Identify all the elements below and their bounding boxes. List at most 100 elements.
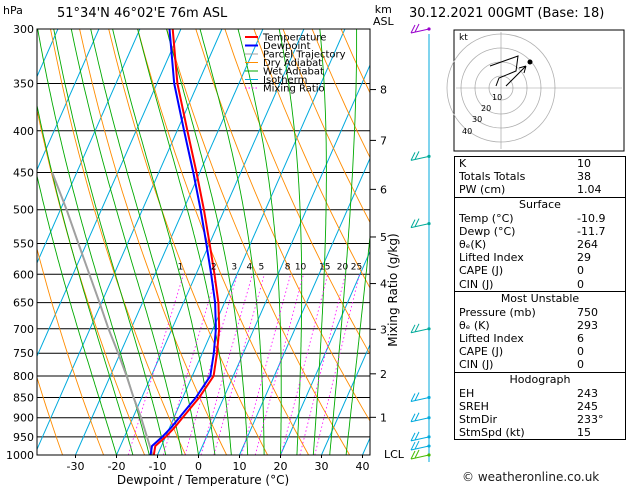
isotherm-line [280, 250, 370, 455]
pressure-tick-label: 350 [13, 78, 34, 91]
indices-table: K 10 Totals Totals 38 PW (cm) 1.04 Surface Te… [454, 156, 626, 441]
temp-tick-label: 10 [233, 460, 247, 473]
most-unstable-key: Pressure (mb) [459, 305, 536, 319]
surface-value: -10.9 [577, 211, 606, 225]
pressure-tick-label: 950 [13, 431, 34, 444]
wet-adiabat-line [166, 29, 249, 455]
wind-barb-shaft [410, 328, 430, 334]
hodograph-title: Hodograph [509, 372, 571, 386]
hodograph-index-row: StmSpd (kt) 15 [455, 426, 625, 439]
datetime-title: 30.12.2021 00GMT (Base: 18) [409, 6, 605, 21]
dry-adiabat-line [195, 29, 370, 422]
wind-barb-feather [410, 24, 416, 34]
dry-adiabat-line [253, 29, 370, 289]
legend-label: Dewpoint [263, 41, 311, 52]
mixing-ratio-label: 2 [211, 262, 217, 272]
profile-lines [51, 29, 221, 455]
mixing-ratio-label: 10 [295, 262, 307, 272]
storm-motion-arrow [505, 65, 527, 87]
most-unstable-row: Lifted Index 6 [455, 332, 625, 345]
surface-key: Dewp (°C) [459, 224, 516, 238]
surface-value: 0 [577, 264, 584, 278]
wet-adiabat-line [37, 29, 150, 455]
hodograph-ring-label: 20 [481, 104, 491, 113]
dry-adiabat-line [282, 29, 370, 224]
mixing-ratio-label: 3 [231, 262, 237, 272]
index-key: Totals Totals [459, 170, 526, 184]
wind-barb-feather [414, 23, 420, 33]
temp-tick-label: -30 [67, 460, 85, 473]
wet-adiabat-line [37, 173, 117, 455]
wind-barb-shaft [410, 155, 430, 161]
legend-label: Temperature [262, 33, 326, 44]
km-tick-label: 3 [380, 323, 387, 336]
mixing-ratio-line [314, 274, 360, 455]
pressure-tick-label: 450 [13, 166, 34, 179]
temp-tick-label: 30 [315, 460, 329, 473]
mixing-ratio-label: 5 [259, 262, 265, 272]
mixing-ratio-line [241, 274, 291, 455]
km-tick-label: 2 [380, 368, 387, 381]
most-unstable-value: 750 [577, 305, 598, 319]
pressure-tick-label: 900 [13, 412, 34, 425]
index-key: K [459, 157, 467, 170]
dry-adiabat-line [79, 29, 228, 455]
axes: 1 2 3 4 5 8 10 15 20 2530035040045050055060065070… [6, 23, 405, 486]
mixing-ratio-line [213, 274, 265, 455]
km-tick-label: 7 [380, 134, 387, 147]
hodograph-frame [453, 29, 625, 152]
wind-barb-feather [410, 441, 416, 451]
temp-tick-label: 20 [274, 460, 288, 473]
km-tick-label: 5 [380, 231, 387, 244]
wet-adiabat-line [70, 29, 183, 455]
surface-title: Surface [519, 197, 561, 211]
legend-label: Dry Adiabat [263, 58, 322, 69]
wind-barb-feather [410, 152, 416, 161]
most-unstable-value: 0 [577, 345, 584, 359]
surface-value: 29 [577, 251, 591, 265]
index-key: PW (cm) [459, 183, 506, 197]
wet-adiabat-line [329, 29, 358, 455]
wind-barb-feather [414, 449, 420, 459]
index-row: Totals Totals 38 [455, 170, 625, 183]
pressure-tick-label: 550 [13, 237, 34, 250]
mixing-ratio-label: 25 [351, 262, 362, 272]
surface-key: θₑ(K) [459, 237, 487, 251]
hodograph-unit-label: kt [459, 33, 468, 43]
wind-barb-dot [427, 222, 431, 226]
isotherm-line [37, 29, 141, 265]
wind-barb-shaft [410, 223, 430, 229]
isotherm-line [75, 29, 264, 455]
wet-adiabat-line [112, 29, 216, 455]
surface-key: Temp (°C) [459, 211, 514, 225]
legend-label: Isotherm [263, 75, 307, 86]
wet-adiabat-line [199, 29, 265, 455]
surface-row: θₑ(K) 264 [455, 238, 625, 251]
pressure-tick-label: 400 [13, 125, 34, 138]
wind-barb-shaft [410, 417, 430, 423]
pressure-tick-label: 800 [13, 370, 34, 383]
wind-barb-shaft [410, 28, 430, 34]
hodograph-ring-label: 30 [472, 115, 482, 124]
hodograph-index-row: StmDir 233° [455, 413, 625, 426]
hodograph-ring-label: 40 [462, 127, 472, 136]
isotherm-line [37, 29, 100, 171]
surface-key: CIN (J) [459, 277, 494, 291]
mixing-ratio-line [280, 274, 329, 455]
most-unstable-value: 6 [577, 332, 584, 346]
wind-barb-shaft [410, 436, 430, 442]
wind-barb-dot [427, 154, 431, 158]
mixing-ratio-label: 4 [246, 262, 252, 272]
copyright-footer: © weatheronline.co.uk [462, 470, 600, 484]
indices-main: K 10 Totals Totals 38 PW (cm) 1.04 [455, 157, 625, 197]
wind-barb-feather [414, 412, 420, 421]
wind-barb-shaft [410, 445, 430, 451]
km-asl-label: km ASL [373, 4, 394, 28]
pressure-tick-label: 600 [13, 268, 34, 281]
km-tick-label: 4 [380, 278, 387, 291]
dry-adiabat-line [311, 29, 370, 159]
surface-row: Lifted Index 29 [455, 251, 625, 264]
